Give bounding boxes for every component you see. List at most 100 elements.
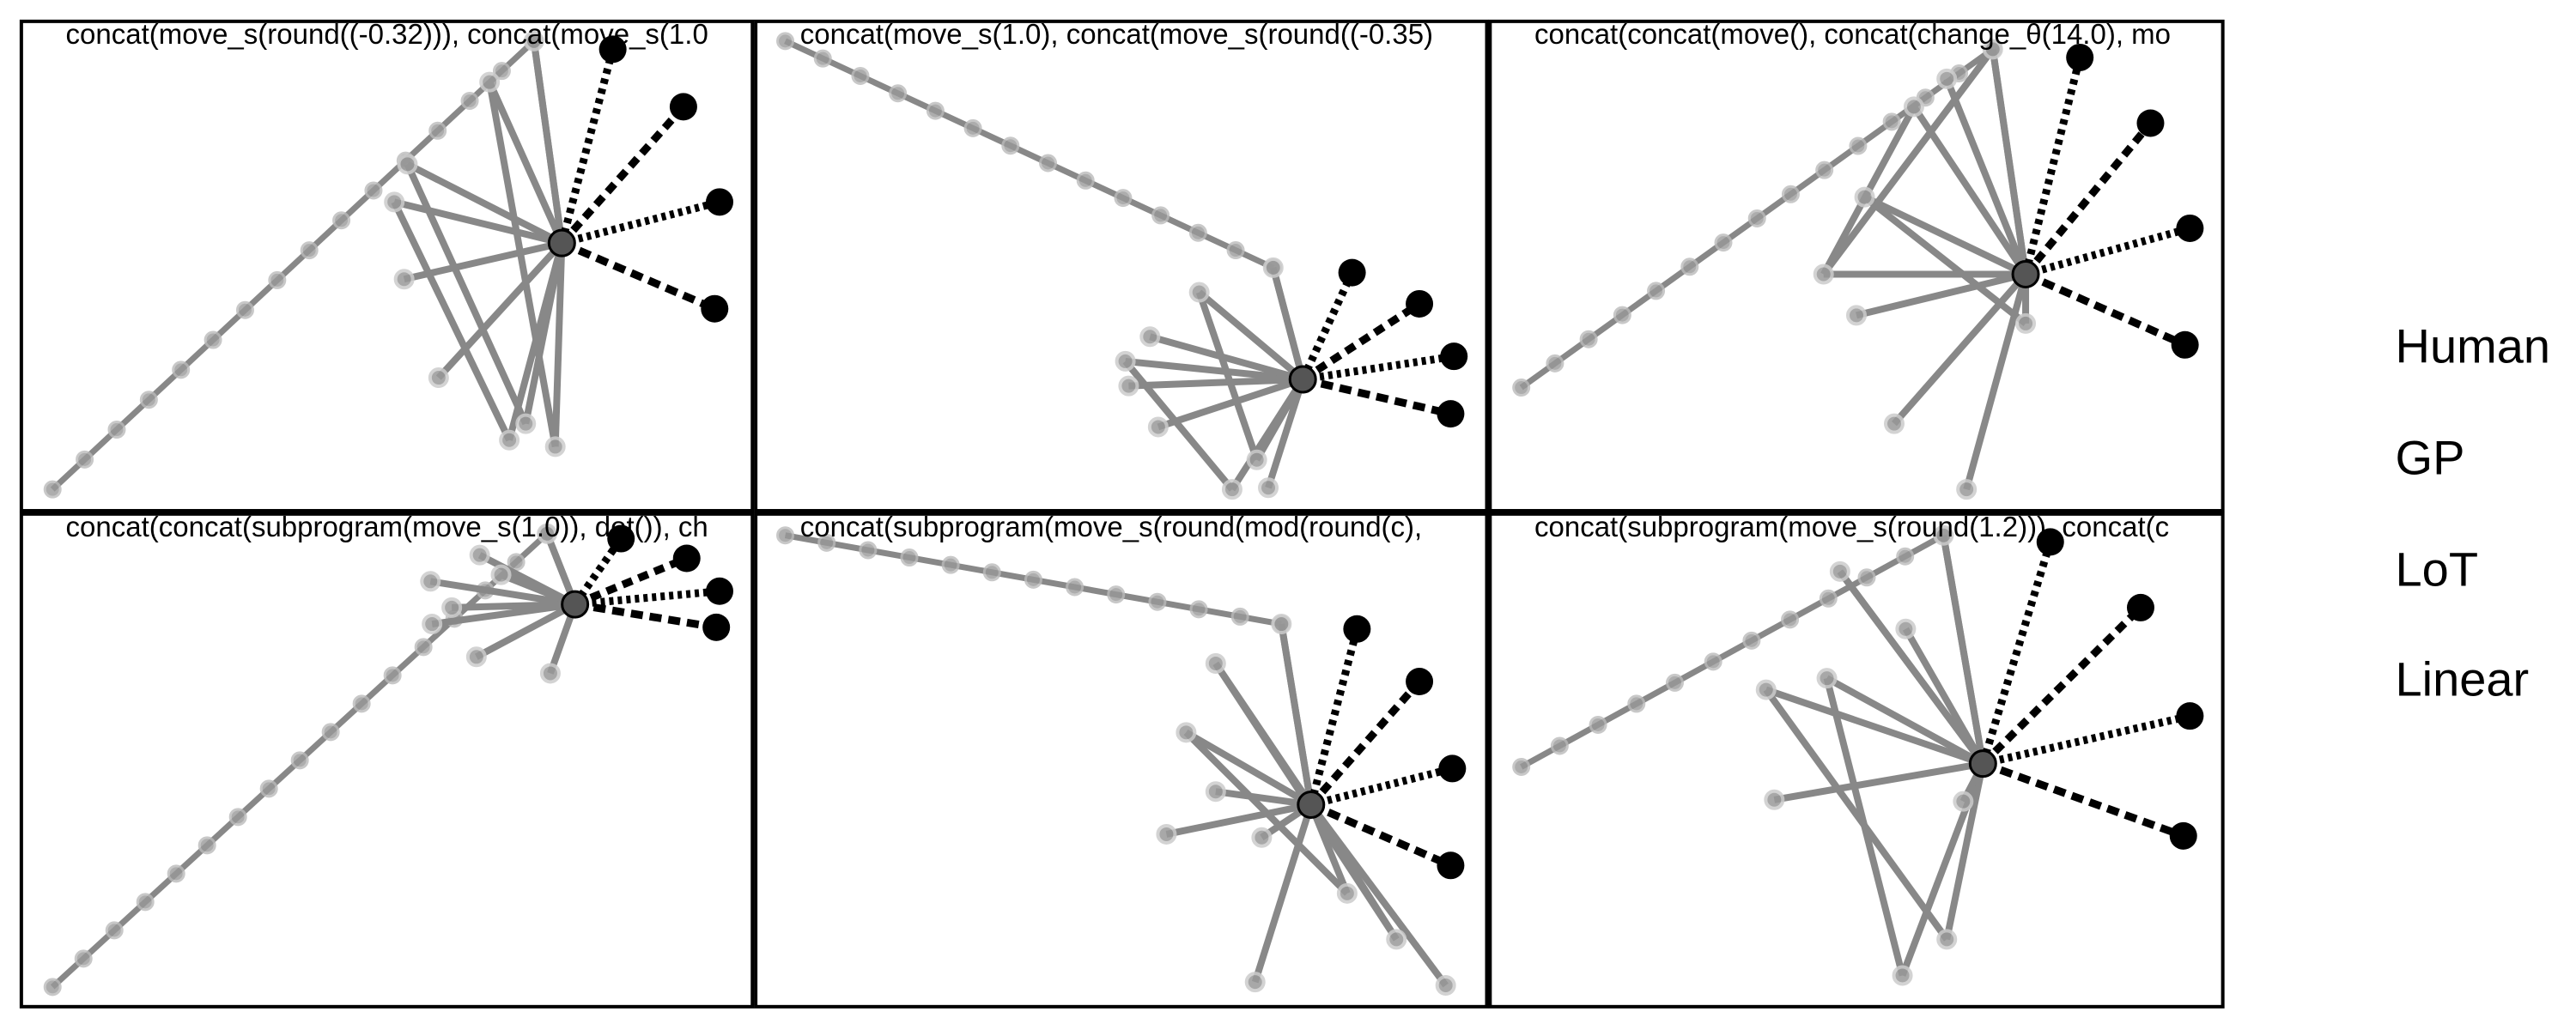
stroke-path: [1989, 48, 2030, 276]
stroke-point: [1118, 375, 1139, 397]
stroke-path: [1157, 376, 1304, 431]
stroke-point: [1933, 524, 1954, 546]
stroke-path: [1212, 661, 1315, 807]
stroke-point: [1742, 631, 1761, 650]
stroke-point: [1764, 789, 1785, 810]
stroke-point: [523, 30, 544, 52]
stroke-path: [1963, 273, 2029, 491]
stroke-point: [1781, 185, 1800, 203]
panel: concat(move_s(1.0), concat(move_s(round(…: [754, 19, 1489, 513]
stroke-path: [1128, 375, 1303, 390]
stroke-point: [1246, 449, 1267, 470]
prediction-point: [1437, 851, 1465, 880]
stroke-point: [1139, 326, 1161, 348]
stroke-point: [428, 121, 447, 140]
stroke-path: [1891, 271, 2029, 427]
stroke-point: [1579, 330, 1598, 348]
stroke-point: [1188, 282, 1210, 303]
prediction-path: [1302, 375, 1452, 418]
panel-border: [1488, 512, 2225, 1009]
stroke-point: [1076, 171, 1095, 190]
stroke-point: [1936, 929, 1958, 950]
stroke-point: [1205, 652, 1226, 674]
panel-border: [1488, 19, 2225, 513]
stroke-point: [859, 541, 878, 560]
stroke-path: [405, 161, 564, 246]
stroke-point: [1953, 791, 1974, 812]
prediction-point: [598, 35, 627, 64]
prediction-path: [574, 600, 717, 632]
stroke-point: [1936, 68, 1958, 89]
prediction-point: [2126, 593, 2154, 621]
stroke-point: [384, 191, 405, 213]
stroke-point: [479, 71, 501, 93]
stroke-point: [136, 893, 155, 912]
stroke-path: [1125, 357, 1303, 383]
prediction-path: [1300, 300, 1422, 383]
stroke-path: [1820, 46, 1996, 276]
stroke-point: [1845, 305, 1867, 326]
stroke-point: [1176, 722, 1197, 743]
prediction-point: [1343, 615, 1371, 643]
stroke-point: [235, 300, 254, 319]
stroke-point: [1546, 354, 1564, 373]
stroke-path: [551, 243, 566, 447]
stroke-point: [776, 32, 795, 51]
stroke-point: [507, 553, 526, 572]
stroke-point: [941, 555, 960, 574]
stroke-path: [474, 601, 577, 660]
stroke-point: [332, 211, 351, 230]
stroke-point: [900, 548, 919, 567]
stroke-point: [1815, 161, 1834, 179]
prediction-point: [1437, 400, 1465, 428]
stroke-point: [539, 663, 561, 684]
stroke-point: [1115, 350, 1136, 372]
stroke-point: [499, 429, 520, 451]
stroke-path: [1911, 105, 2029, 276]
stroke-path: [1265, 378, 1307, 489]
stroke-path: [1278, 623, 1315, 806]
stroke-point: [1039, 154, 1058, 173]
stroke-point: [1892, 965, 1913, 986]
stroke-point: [1188, 223, 1207, 242]
stroke-point: [74, 949, 93, 968]
stroke-point: [204, 330, 222, 349]
prediction-path: [558, 104, 687, 246]
panel-title: concat(subprogram(move_s(round(1.2))), c…: [1534, 511, 2169, 542]
stroke-point: [1435, 974, 1456, 996]
stroke-point: [982, 563, 1001, 582]
stroke-point: [1262, 257, 1284, 278]
stroke-point: [1512, 757, 1531, 776]
stroke-path: [435, 240, 565, 380]
stroke-point: [1589, 715, 1607, 734]
stroke-point: [1386, 929, 1407, 950]
stroke-point: [422, 614, 443, 635]
prediction-path: [2021, 56, 2084, 276]
stroke-path: [1269, 266, 1307, 380]
prediction-path: [560, 239, 717, 312]
hub-point: [2011, 260, 2040, 289]
prediction-path: [1309, 801, 1453, 869]
stroke-point: [460, 91, 479, 110]
prediction-point: [669, 93, 697, 121]
stroke-path: [1823, 677, 1906, 977]
stroke-point: [1271, 614, 1292, 635]
stroke-path: [1943, 77, 2029, 276]
stroke-point: [414, 638, 433, 657]
stroke-path: [1862, 193, 2027, 278]
panel-drawing: concat(move_s(round((-0.32))), concat(mo…: [43, 21, 734, 499]
panel-border: [19, 512, 755, 1009]
prediction-path: [2024, 270, 2187, 348]
stroke-point: [2015, 312, 2037, 334]
prediction-path: [573, 554, 689, 609]
stroke-point: [1849, 136, 1868, 155]
prediction-point: [702, 613, 731, 641]
stroke-point: [172, 360, 191, 379]
stroke-point: [1816, 668, 1838, 689]
stroke-point: [1613, 306, 1631, 324]
stroke-point: [1857, 568, 1876, 587]
stroke-point: [469, 544, 490, 566]
stroke-point: [817, 533, 836, 552]
stroke-point: [197, 836, 216, 855]
stroke-point: [1755, 679, 1777, 700]
